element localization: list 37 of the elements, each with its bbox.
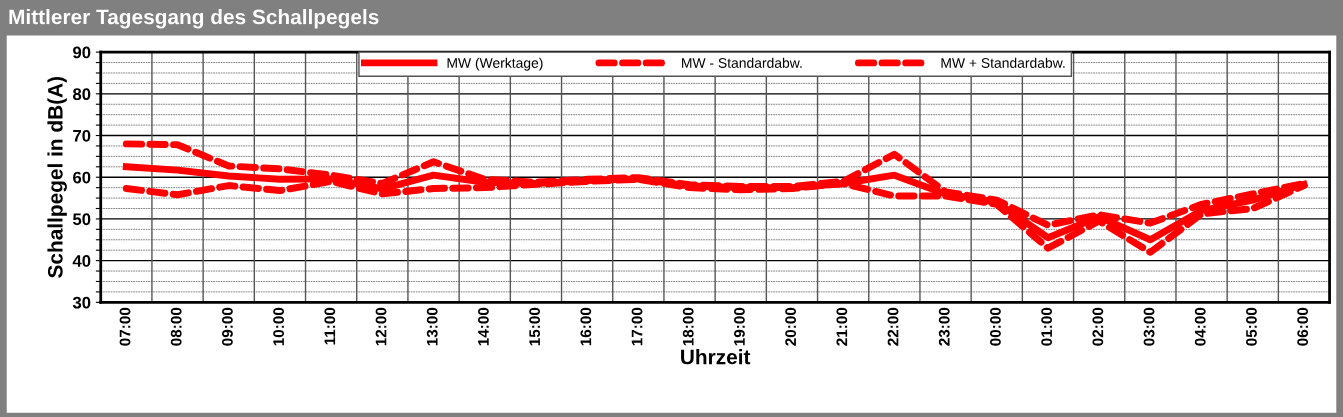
x-tick-label: 08:00 bbox=[170, 307, 182, 346]
y-tick-label: 60 bbox=[73, 171, 91, 184]
x-tick-label: 23:00 bbox=[938, 307, 950, 346]
x-tick-label: 09:00 bbox=[222, 307, 233, 346]
x-tick-label: 12:00 bbox=[375, 307, 387, 346]
x-tick-label: 17:00 bbox=[631, 307, 643, 346]
y-tick-label: 40 bbox=[72, 255, 91, 267]
x-tick-label: 13:00 bbox=[426, 307, 438, 346]
x-tick-label: 20:00 bbox=[785, 307, 797, 346]
x-tick-label: 03:00 bbox=[1143, 307, 1155, 346]
legend-label: MW (Werktage) bbox=[447, 57, 543, 71]
x-tick-label: 10:00 bbox=[273, 307, 285, 346]
x-tick-label: 05:00 bbox=[1246, 307, 1257, 346]
y-tick-label: 80 bbox=[72, 88, 91, 101]
x-tick-label: 00:00 bbox=[990, 307, 1001, 346]
y-tick-label: 30 bbox=[72, 296, 91, 309]
x-axis-title: Uhrzeit bbox=[681, 349, 751, 365]
x-tick-label: 16:00 bbox=[580, 307, 592, 346]
x-tick-label: 11:00 bbox=[324, 307, 336, 345]
x-tick-label: 04:00 bbox=[1194, 307, 1206, 346]
x-tick-label: 15:00 bbox=[529, 307, 541, 346]
x-tick-label: 18:00 bbox=[682, 307, 694, 346]
x-tick-label: 02:00 bbox=[1092, 307, 1104, 346]
x-tick-label: 22:00 bbox=[887, 307, 899, 346]
legend-label: MW + Standardabw. bbox=[941, 57, 1065, 68]
y-axis-title: Schallpegel in dB(A) bbox=[47, 76, 67, 278]
y-tick-label: 70 bbox=[73, 129, 91, 142]
x-tick-label: 14:00 bbox=[478, 307, 489, 346]
x-tick-label: 19:00 bbox=[734, 307, 745, 346]
y-tick-label: 90 bbox=[73, 46, 91, 59]
y-tick-label: 50 bbox=[72, 213, 91, 226]
x-tick-label: 21:00 bbox=[836, 307, 848, 346]
x-tick-label: 06:00 bbox=[1297, 307, 1309, 346]
chart-title: Mittlerer Tagesgang des Schallpegels bbox=[9, 9, 379, 29]
x-tick-label: 07:00 bbox=[119, 307, 131, 346]
legend-label: MW - Standardabw. bbox=[682, 57, 802, 68]
x-tick-label: 01:00 bbox=[1041, 307, 1053, 346]
